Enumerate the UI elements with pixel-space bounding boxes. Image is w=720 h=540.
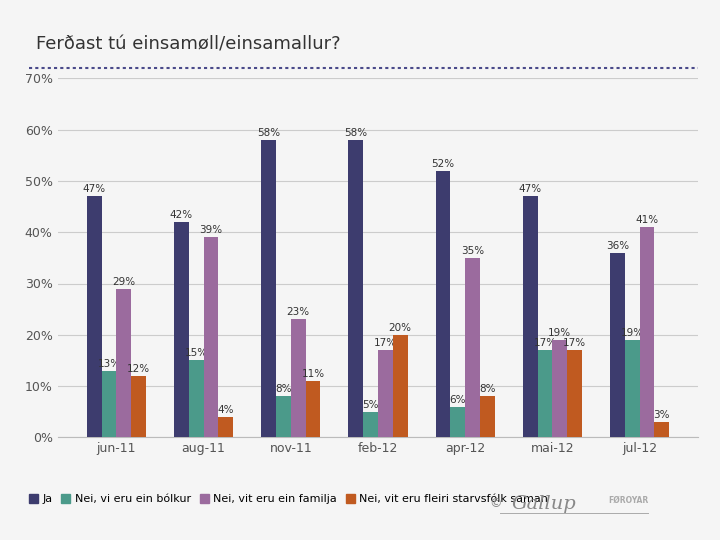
Text: 6%: 6% bbox=[449, 395, 466, 404]
Bar bbox=[131, 376, 146, 437]
Bar bbox=[567, 350, 582, 437]
Text: 47%: 47% bbox=[518, 184, 541, 194]
Bar bbox=[291, 320, 305, 437]
Text: 35%: 35% bbox=[461, 246, 484, 256]
Bar bbox=[102, 371, 117, 437]
Text: 17%: 17% bbox=[534, 338, 557, 348]
Bar bbox=[86, 197, 102, 437]
Text: 52%: 52% bbox=[431, 159, 454, 168]
Text: 5%: 5% bbox=[362, 400, 379, 410]
Bar bbox=[218, 417, 233, 437]
Text: 42%: 42% bbox=[170, 210, 193, 220]
Bar bbox=[610, 253, 625, 437]
Bar bbox=[451, 407, 465, 437]
Text: ©: © bbox=[490, 497, 502, 510]
Text: 8%: 8% bbox=[480, 384, 495, 394]
Text: FØROYAR: FØROYAR bbox=[608, 496, 649, 505]
Text: 29%: 29% bbox=[112, 276, 135, 287]
Text: 19%: 19% bbox=[621, 328, 644, 338]
Text: 47%: 47% bbox=[83, 184, 106, 194]
Bar bbox=[189, 361, 204, 437]
Text: 17%: 17% bbox=[563, 338, 586, 348]
Bar bbox=[654, 422, 670, 437]
Text: 4%: 4% bbox=[217, 405, 234, 415]
Text: 36%: 36% bbox=[606, 241, 629, 251]
Text: 58%: 58% bbox=[344, 128, 367, 138]
Bar bbox=[552, 340, 567, 437]
Bar bbox=[625, 340, 639, 437]
Text: 20%: 20% bbox=[389, 323, 412, 333]
Text: 11%: 11% bbox=[302, 369, 325, 379]
Bar bbox=[276, 396, 291, 437]
Bar bbox=[174, 222, 189, 437]
Text: 15%: 15% bbox=[184, 348, 208, 359]
Bar bbox=[261, 140, 276, 437]
Text: Ferðast tú einsamøll/einsamallur?: Ferðast tú einsamøll/einsamallur? bbox=[36, 35, 341, 53]
Bar bbox=[204, 238, 218, 437]
Legend: Ja, Nei, vi eru ein bólkur, Nei, vit eru ein familja, Nei, vit eru fleiri starvs: Ja, Nei, vi eru ein bólkur, Nei, vit eru… bbox=[24, 490, 552, 509]
Text: 19%: 19% bbox=[548, 328, 572, 338]
Bar bbox=[348, 140, 363, 437]
Bar bbox=[393, 335, 408, 437]
Text: 39%: 39% bbox=[199, 225, 222, 235]
Text: 8%: 8% bbox=[275, 384, 292, 394]
Bar bbox=[117, 288, 131, 437]
Text: 41%: 41% bbox=[636, 215, 659, 225]
Bar bbox=[378, 350, 393, 437]
Text: 17%: 17% bbox=[374, 338, 397, 348]
Bar bbox=[523, 197, 538, 437]
Text: 13%: 13% bbox=[97, 359, 120, 369]
Text: Gallup: Gallup bbox=[511, 495, 576, 513]
Bar bbox=[480, 396, 495, 437]
Bar bbox=[538, 350, 552, 437]
Text: 23%: 23% bbox=[287, 307, 310, 318]
Text: 3%: 3% bbox=[654, 410, 670, 420]
Text: 58%: 58% bbox=[257, 128, 280, 138]
Bar bbox=[305, 381, 320, 437]
Bar bbox=[639, 227, 654, 437]
Bar bbox=[363, 412, 378, 437]
Bar bbox=[465, 258, 480, 437]
Bar bbox=[436, 171, 451, 437]
Text: 12%: 12% bbox=[127, 364, 150, 374]
